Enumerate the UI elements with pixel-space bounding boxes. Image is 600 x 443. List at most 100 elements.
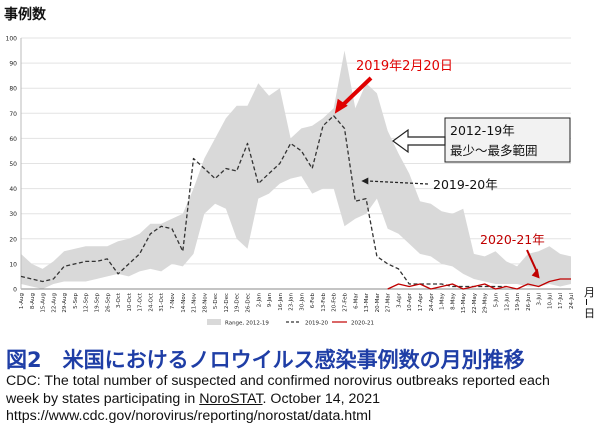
x-tick-label: 26-Sep	[105, 293, 111, 313]
x-tick-label: 5-Sep	[73, 293, 79, 309]
figure-title: 図2 米国におけるノロウイルス感染事例数の月別推移	[6, 348, 525, 372]
x-tick-label: 17-Oct	[138, 292, 144, 311]
x-tick-label: 9-Jan	[267, 292, 273, 307]
x-tick-label: 19-Sep	[94, 293, 100, 313]
y-tick-label: 50	[9, 161, 17, 168]
x-tick-label: 16-Jan	[278, 292, 284, 310]
y-axis-label: 事例数	[4, 6, 47, 23]
x-tick-label: 3-Oct	[116, 292, 122, 308]
annotation-date: 2019年2月20日	[356, 59, 453, 74]
y-tick-label: 90	[9, 61, 17, 68]
source-line-2-before: week by states participating in	[6, 390, 200, 407]
y-tick-label: 10	[9, 261, 17, 268]
x-tick-label: 5-Dec	[213, 293, 219, 309]
legend-label-2019-20: 2019-20	[305, 321, 328, 327]
y-tick-label: 0	[13, 287, 17, 294]
norostat-link[interactable]: NoroSTAT	[199, 390, 263, 407]
x-tick-label: 3-Apr	[396, 292, 402, 308]
x-tick-label: 12-Jun	[504, 292, 510, 310]
x-tick-label: 5-Jun	[494, 292, 500, 307]
annotation-2020-21: 2020-21年	[480, 232, 545, 247]
axes	[20, 38, 571, 290]
y-tick-labels: 0 10 20 30 40 50 60 70 80 90 100	[6, 36, 18, 294]
legend-label-range: Range, 2012-19	[225, 321, 269, 327]
x-tick-label: 12-Sep	[84, 293, 90, 313]
x-tick-label: 20-Mar	[375, 292, 381, 312]
source-line-1: CDC: The total number of suspected and c…	[6, 373, 550, 389]
series-line-2019-20	[20, 115, 507, 288]
arrow-2020-21-shaft	[526, 249, 539, 274]
y-tick-label: 100	[6, 36, 18, 43]
x-tick-label: 15-May	[461, 292, 467, 313]
x-axis-label-day: 日	[584, 307, 595, 320]
source-line-2: week by states participating in NoroSTAT…	[6, 391, 598, 409]
x-tick-label: 27-Mar	[386, 292, 392, 312]
arrow-2020-21-head	[531, 268, 540, 279]
x-tick-label: 2-Jan	[256, 292, 262, 307]
x-tick-label: 6-Feb	[310, 293, 316, 309]
x-tick-label: 26-Dec	[245, 293, 251, 313]
x-tick-label: 13-Feb	[321, 293, 327, 312]
x-tick-label: 1-Aug	[19, 293, 25, 309]
x-tick-label: 3-Jul	[537, 293, 543, 306]
x-tick-label: 7-Nov	[170, 292, 176, 309]
x-tick-label: 21-Nov	[192, 292, 198, 312]
x-tick-label: 12-Dec	[224, 293, 230, 313]
annotation-range-line1: 2012-19年	[450, 123, 515, 138]
x-tick-label: 23-Jan	[289, 292, 295, 310]
x-tick-label: 13-Mar	[364, 292, 370, 312]
arrow-range-hollow	[391, 128, 446, 154]
x-tick-label: 1-May	[440, 292, 446, 310]
x-tick-label: 31-Oct	[159, 292, 165, 311]
x-tick-label: 8-Aug	[30, 293, 36, 309]
x-tick-label: 26-Jun	[526, 292, 532, 310]
x-axis-label-month: 月	[584, 286, 595, 299]
y-tick-label: 70	[9, 111, 17, 118]
x-tick-label: 29-May	[483, 292, 489, 313]
x-tick-label: 14-Nov	[181, 292, 187, 312]
annotation-range-line2: 最少～最多範囲	[450, 143, 538, 158]
x-tick-label: 29-Aug	[62, 293, 68, 313]
x-tick-label: 19-Jun	[515, 292, 521, 310]
x-tick-label: 19-Dec	[235, 293, 241, 313]
x-tick-label: 10-Apr	[407, 292, 413, 311]
series-lines	[20, 115, 571, 290]
series-line-2020-21	[387, 278, 571, 290]
legend: Range, 2012-19 2019-20 2020-21	[207, 319, 374, 327]
x-tick-label: 24-Oct	[148, 292, 154, 311]
source-line-2-after: . October 14, 2021	[262, 390, 381, 407]
x-tick-label: 20-Feb	[332, 293, 338, 312]
y-tick-label: 80	[9, 86, 17, 93]
x-tick-label: 30-Jan	[299, 292, 305, 310]
x-tick-label: 17-Apr	[418, 292, 424, 311]
legend-label-2020-21: 2020-21	[351, 321, 374, 327]
x-tick-label: 8-May	[450, 292, 456, 310]
x-tick-label: 6-Mar	[353, 292, 359, 309]
range-area-2012-19	[21, 50, 571, 289]
x-tick-label: 24-Jul	[569, 293, 575, 309]
x-tick-label: 27-Feb	[343, 293, 349, 312]
x-tick-labels: 1-Aug 8-Aug 15-Aug 22-Aug 29-Aug 5-Sep 12-Sep 1…	[19, 292, 575, 313]
x-tick-label: 22-May	[472, 292, 478, 313]
arrow-2019-20-shaft	[367, 180, 429, 185]
y-tick-label: 20	[9, 236, 17, 243]
annotation-2019-20: 2019-20年	[433, 177, 498, 192]
y-tick-label: 30	[9, 211, 17, 218]
norovirus-chart: 0 10 20 30 40 50 60 70 80 90 100 1-Aug 8-Aug 15-Aug 2…	[4, 6, 595, 327]
x-tick-label: 10-Oct	[127, 292, 133, 311]
source-url[interactable]: https://www.cdc.gov/norovirus/reporting/…	[6, 408, 372, 424]
y-tick-label: 60	[9, 136, 17, 143]
x-tick-label: 28-Nov	[202, 292, 208, 312]
x-tick-label: 22-Aug	[51, 293, 57, 313]
arrow-date-head	[334, 98, 348, 114]
range-annotation-box	[444, 117, 571, 163]
x-tick-label: 24-Apr	[429, 292, 435, 311]
x-tick-label: 17-Jul	[558, 293, 564, 309]
arrow-2019-20-head	[361, 177, 369, 185]
x-tick-label: 15-Aug	[41, 293, 47, 313]
legend-swatch-range	[207, 319, 221, 325]
figure-source: CDC: The total number of suspected and c…	[6, 373, 598, 426]
x-axis-label: 月日	[584, 286, 595, 320]
x-tick-label: 10-Jul	[547, 293, 553, 309]
